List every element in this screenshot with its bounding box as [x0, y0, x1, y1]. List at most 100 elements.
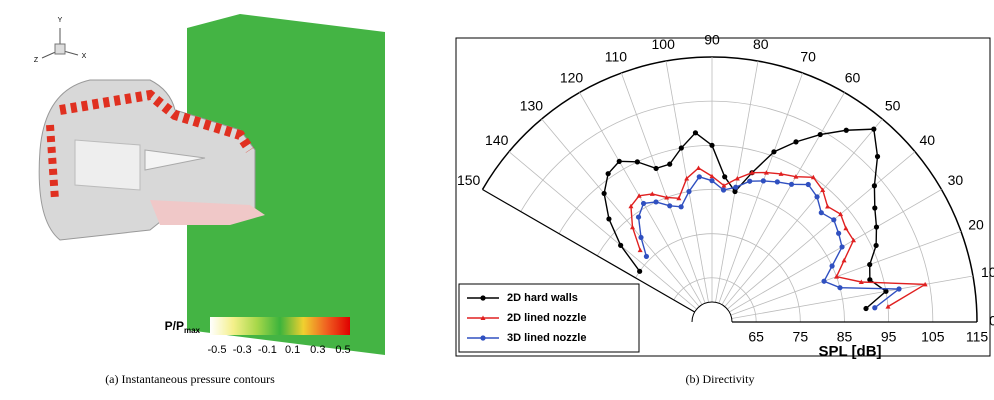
data-point: [636, 214, 641, 219]
data-point: [709, 143, 714, 148]
theta-tick-label: 150: [457, 172, 481, 188]
data-point: [606, 216, 611, 221]
data-point: [637, 269, 642, 274]
theta-tick-label: 70: [800, 49, 816, 65]
data-point: [775, 179, 780, 184]
legend-label: 2D lined nozzle: [507, 312, 586, 324]
colorbar-tick-label: -0.5: [208, 344, 227, 356]
grid-ray: [666, 61, 709, 302]
data-point: [733, 185, 738, 190]
grid-ray: [725, 119, 882, 307]
data-point: [747, 179, 752, 184]
data-point: [837, 285, 842, 290]
theta-tick-label: 10: [981, 264, 994, 280]
data-point: [771, 149, 776, 154]
colorbar-tick-label: -0.3: [233, 344, 252, 356]
data-point: [836, 231, 841, 236]
theta-tick-label: 50: [885, 97, 901, 113]
data-point: [818, 132, 823, 137]
data-point: [679, 145, 684, 150]
theta-tick-label: 40: [919, 132, 935, 148]
data-point: [641, 201, 646, 206]
axis-label: Y: [58, 17, 63, 24]
legend-label: 2D hard walls: [507, 292, 578, 304]
data-point: [872, 305, 877, 310]
data-point: [653, 199, 658, 204]
data-point: [842, 258, 847, 263]
axis-cube: [55, 44, 65, 54]
data-point: [667, 162, 672, 167]
theta-tick-label: 140: [485, 132, 509, 148]
data-point: [721, 187, 726, 192]
data-point: [722, 174, 727, 179]
data-point: [874, 224, 879, 229]
data-point: [644, 254, 649, 259]
data-point: [839, 244, 844, 249]
data-point: [654, 166, 659, 171]
colorbar-tick-label: 0.5: [335, 344, 350, 356]
data-point: [709, 178, 714, 183]
data-point: [686, 189, 691, 194]
colorbar-label-sub: max: [184, 326, 201, 335]
axis-label: Z: [34, 57, 39, 64]
theta-tick-label: 100: [652, 36, 676, 52]
data-point: [793, 139, 798, 144]
grid-ray: [731, 231, 961, 315]
data-point: [697, 174, 702, 179]
data-point: [831, 217, 836, 222]
data-point: [844, 128, 849, 133]
data-point: [696, 166, 701, 171]
data-point: [871, 127, 876, 132]
colorbar-tick-label: 0.3: [310, 344, 325, 356]
grid-arc: [483, 57, 977, 322]
data-point: [667, 203, 672, 208]
data-point: [867, 262, 872, 267]
data-point: [872, 183, 877, 188]
data-point: [693, 130, 698, 135]
data-point: [635, 159, 640, 164]
data-point: [863, 306, 868, 311]
figure: Y Z X P/Pmax (a) Instantaneous pressure …: [0, 0, 994, 395]
data-point: [618, 243, 623, 248]
data-point: [732, 189, 737, 194]
colorbar-tick-label: -0.1: [258, 344, 277, 356]
data-point: [829, 263, 834, 268]
theta-tick-label: 30: [948, 172, 964, 188]
data-point: [679, 204, 684, 209]
theta-tick-label: 120: [560, 69, 584, 85]
series-line: [631, 168, 925, 307]
r-tick-label: 115: [966, 329, 989, 345]
theta-tick-label: 80: [753, 36, 769, 52]
data-point: [606, 171, 611, 176]
data-point: [806, 182, 811, 187]
series-line: [639, 177, 899, 308]
theta-tick-label: 110: [605, 49, 628, 65]
theta-tick-label: 90: [704, 32, 720, 48]
data-point: [617, 159, 622, 164]
theta-tick-label: 20: [968, 217, 984, 233]
r-tick-label: 75: [793, 329, 809, 345]
series-line: [604, 129, 886, 308]
render: Y Z X: [34, 14, 385, 355]
data-point: [896, 286, 901, 291]
theta-tick-label: 0: [989, 313, 994, 329]
data-point: [874, 243, 879, 248]
colorbar-label-main: P/P: [165, 319, 184, 333]
caption: (b) Directivity: [686, 372, 755, 386]
colorbar: [210, 317, 350, 335]
r-tick-label: 95: [881, 329, 897, 345]
r-tick-label: 105: [921, 329, 945, 345]
data-point: [867, 277, 872, 282]
caption: (a) Instantaneous pressure contours: [105, 372, 275, 386]
data-point: [602, 191, 607, 196]
grid-ray: [621, 73, 705, 303]
data-point: [875, 154, 880, 159]
data-point: [883, 289, 888, 294]
data-point: [819, 210, 824, 215]
theta-tick-label: 130: [520, 97, 544, 113]
r-tick-label: 65: [748, 329, 764, 345]
grid-ray: [727, 152, 915, 309]
r-tick-label: 85: [837, 329, 853, 345]
grid-ray: [722, 93, 845, 305]
axis-label: X: [82, 53, 87, 60]
